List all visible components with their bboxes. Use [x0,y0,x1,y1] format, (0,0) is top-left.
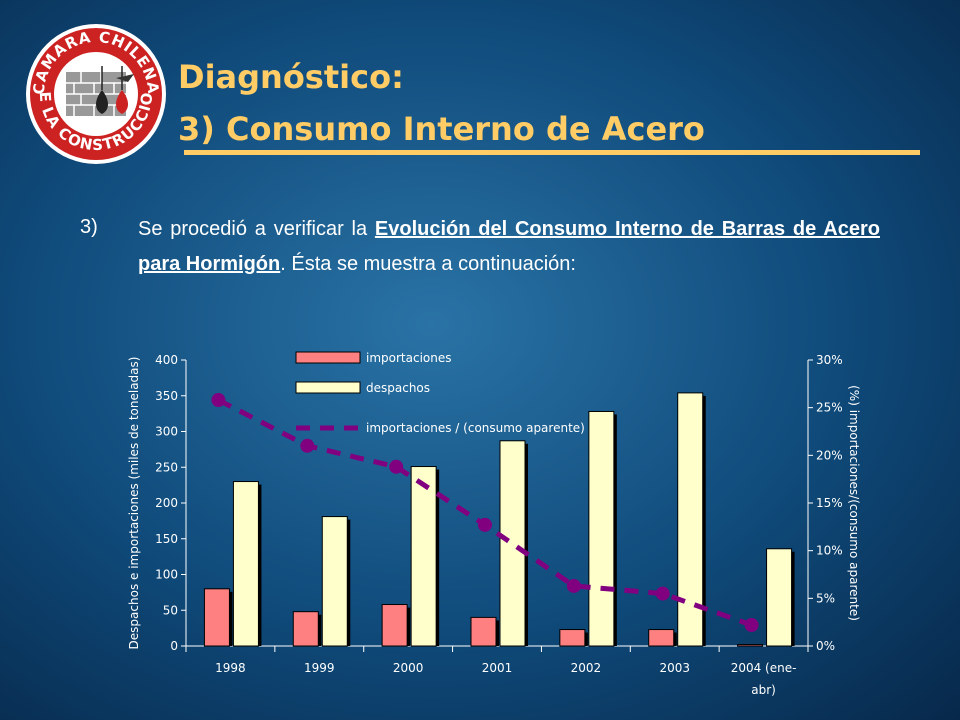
legend-label-despachos: despachos [366,381,430,395]
bullet-text-after: . Ésta se muestra a continuación: [280,253,576,275]
importaciones-bar [648,629,675,647]
y2-tick-label: 5% [816,591,835,605]
importaciones-bar [737,644,764,647]
title-line-2: 3) Consumo Interno de Acero [178,110,705,148]
importaciones-bar [203,588,230,647]
despachos-bar [588,410,615,647]
y-tick-label: 350 [155,389,178,403]
y2-tick-label: 15% [816,496,843,510]
despachos-bar [499,440,526,647]
title-line-1: Diagnóstico: [178,58,404,96]
x-tick-label: 2002 [571,661,602,675]
ratio-point [744,618,759,633]
y2-tick-label: 30% [816,353,843,367]
y-axis-title: Despachos e importaciones (miles de tone… [127,357,141,650]
despachos-bar [232,481,259,647]
brick-wall-icon [66,72,126,116]
ratio-point [566,578,581,593]
y-tick-label: 400 [155,353,178,367]
bullet-number: 3) [80,216,98,238]
x-tick-label: 1999 [304,661,335,675]
y-tick-label: 50 [163,603,178,617]
x-tick-label: 1998 [215,661,246,675]
x-tick-label: abr) [751,683,776,697]
importaciones-bar [381,604,408,647]
legend-swatch-importaciones [295,351,361,364]
y-tick-label: 250 [155,460,178,474]
ratio-point [211,393,226,408]
despachos-bar [410,466,437,647]
x-tick-label: 2000 [393,661,424,675]
despachos-bar [766,548,793,647]
ratio-point [389,459,404,474]
title-underline [184,150,920,155]
y2-tick-label: 0% [816,639,835,653]
legend-label-importaciones: importaciones [366,351,452,365]
bullet-text-emphasis: Evolución del Consumo Interno de Barras … [138,218,880,275]
despachos-bar [321,516,348,647]
bullet-text: Se procedió a verificar la Evolución del… [138,212,880,282]
camara-chilena-logo: CAMARA CHILENA DE LA CONSTRUCCION [24,22,166,164]
ratio-point [655,586,670,601]
bullet-text-before: Se procedió a verificar la [138,218,375,240]
importaciones-bar [470,616,497,647]
importaciones-bar [559,629,586,647]
steel-consumption-chart: 0 50 100 150 200 250 300 350 400 0% 5% 10% 15% 20% 25%… [127,351,861,697]
y-tick-label: 150 [155,532,178,546]
y-tick-label: 100 [155,568,178,582]
x-tick-label: 2004 (ene- [731,661,797,675]
y2-axis-title: (%) importaciones/(consumo aparente) [847,385,861,621]
y2-tick-label: 25% [816,401,843,415]
y-tick-label: 0 [170,639,178,653]
x-tick-label: 2001 [482,661,513,675]
ratio-point [300,438,315,453]
legend-label-ratio: importaciones / (consumo aparente) [366,421,585,435]
x-tick-label: 2003 [659,661,690,675]
importaciones-bar [292,611,319,647]
y-tick-label: 200 [155,496,178,510]
y2-tick-label: 20% [816,448,843,462]
y2-tick-label: 10% [816,544,843,558]
ratio-point [478,517,492,532]
legend-swatch-despachos [295,381,361,394]
y-tick-label: 300 [155,425,178,439]
